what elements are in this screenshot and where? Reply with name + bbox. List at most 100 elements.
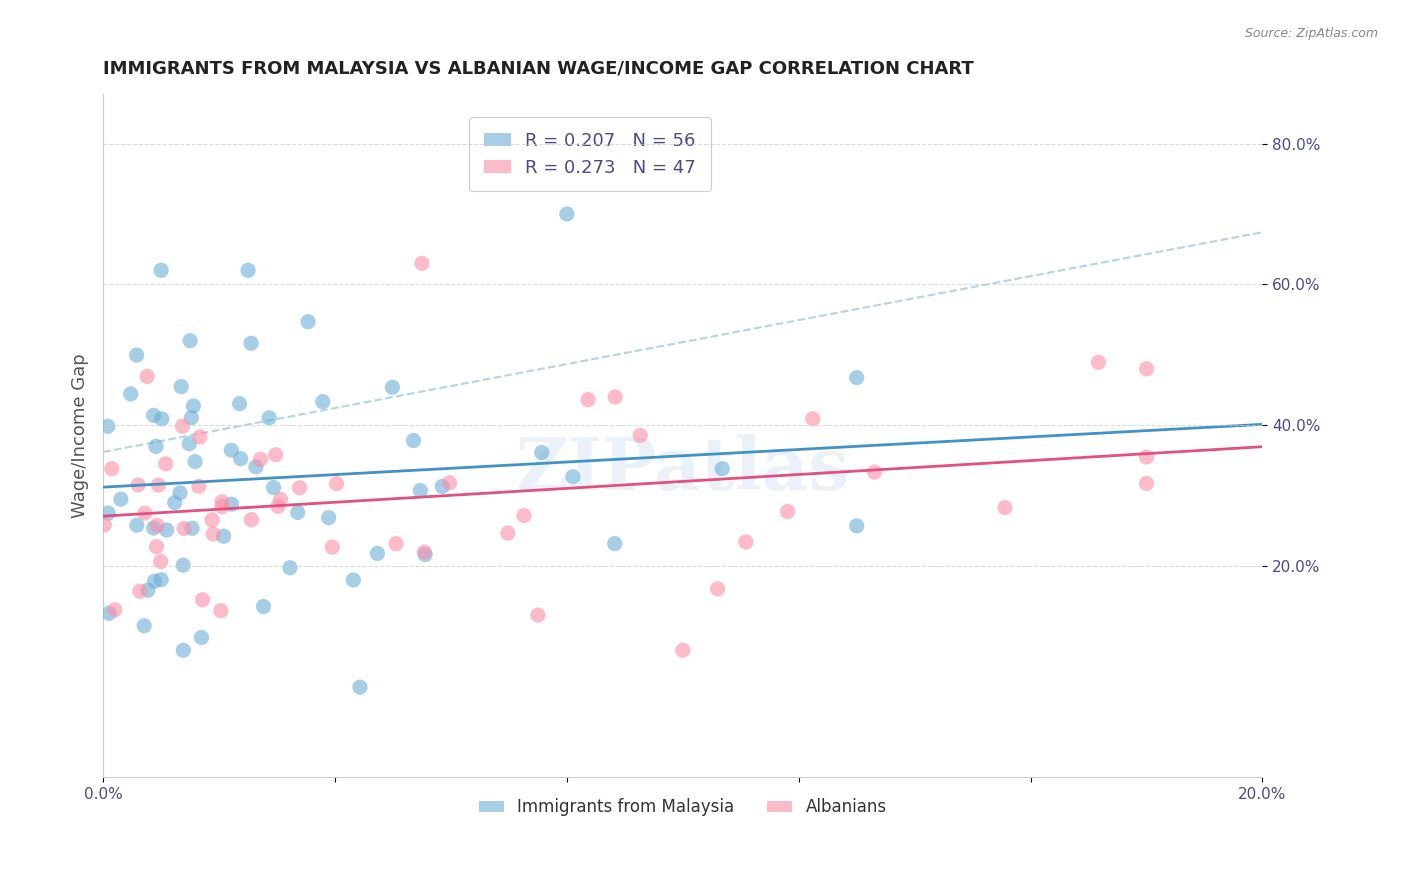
Albanians: [321, 540, 343, 554]
Immigrants from Malaysia: [179, 437, 201, 451]
Immigrants from Malaysia: [381, 380, 404, 394]
Albanians: [134, 506, 156, 520]
Albanians: [496, 526, 519, 541]
Immigrants from Malaysia: [150, 263, 173, 277]
Immigrants from Malaysia: [530, 445, 553, 459]
Immigrants from Malaysia: [229, 451, 252, 466]
Albanians: [1087, 355, 1109, 369]
Albanians: [100, 461, 122, 475]
Immigrants from Malaysia: [156, 523, 179, 537]
Albanians: [576, 392, 599, 407]
Immigrants from Malaysia: [150, 412, 173, 426]
Immigrants from Malaysia: [97, 506, 120, 520]
Immigrants from Malaysia: [212, 529, 235, 543]
Immigrants from Malaysia: [150, 573, 173, 587]
Immigrants from Malaysia: [312, 394, 335, 409]
Albanians: [188, 430, 211, 444]
Immigrants from Malaysia: [163, 495, 186, 509]
Immigrants from Malaysia: [125, 348, 148, 362]
Immigrants from Malaysia: [342, 573, 364, 587]
Albanians: [267, 500, 290, 514]
Albanians: [1135, 361, 1157, 376]
Immigrants from Malaysia: [170, 379, 193, 393]
Immigrants from Malaysia: [603, 536, 626, 550]
Immigrants from Malaysia: [142, 409, 165, 423]
Immigrants from Malaysia: [172, 558, 194, 573]
Y-axis label: Wage/Income Gap: Wage/Income Gap: [72, 353, 89, 518]
Immigrants from Malaysia: [366, 546, 388, 560]
Immigrants from Malaysia: [221, 497, 243, 511]
Albanians: [863, 465, 886, 479]
Albanians: [264, 448, 287, 462]
Immigrants from Malaysia: [555, 207, 578, 221]
Immigrants from Malaysia: [561, 470, 583, 484]
Albanians: [191, 592, 214, 607]
Immigrants from Malaysia: [134, 619, 156, 633]
Immigrants from Malaysia: [228, 397, 250, 411]
Albanians: [136, 369, 159, 384]
Immigrants from Malaysia: [297, 315, 319, 329]
Immigrants from Malaysia: [145, 439, 167, 453]
Albanians: [128, 584, 150, 599]
Albanians: [385, 537, 408, 551]
Immigrants from Malaysia: [169, 486, 191, 500]
Albanians: [211, 495, 233, 509]
Albanians: [801, 411, 824, 425]
Immigrants from Malaysia: [263, 481, 285, 495]
Albanians: [187, 479, 209, 493]
Albanians: [672, 643, 695, 657]
Albanians: [270, 492, 292, 507]
Albanians: [202, 527, 225, 541]
Albanians: [149, 555, 172, 569]
Albanians: [325, 476, 347, 491]
Albanians: [439, 475, 461, 490]
Albanians: [527, 608, 550, 623]
Immigrants from Malaysia: [278, 560, 301, 574]
Immigrants from Malaysia: [845, 370, 868, 384]
Albanians: [127, 478, 149, 492]
Albanians: [288, 481, 311, 495]
Immigrants from Malaysia: [183, 399, 205, 413]
Immigrants from Malaysia: [432, 479, 454, 493]
Albanians: [211, 500, 233, 514]
Albanians: [513, 508, 536, 523]
Albanians: [148, 478, 170, 492]
Albanians: [1135, 476, 1157, 491]
Immigrants from Malaysia: [181, 521, 204, 535]
Immigrants from Malaysia: [845, 518, 868, 533]
Immigrants from Malaysia: [125, 518, 148, 533]
Albanians: [413, 545, 436, 559]
Immigrants from Malaysia: [184, 455, 207, 469]
Immigrants from Malaysia: [143, 574, 166, 589]
Immigrants from Malaysia: [172, 643, 194, 657]
Immigrants from Malaysia: [402, 434, 425, 448]
Immigrants from Malaysia: [711, 461, 734, 475]
Albanians: [172, 419, 194, 434]
Immigrants from Malaysia: [221, 443, 243, 458]
Albanians: [776, 504, 799, 518]
Text: Source: ZipAtlas.com: Source: ZipAtlas.com: [1244, 27, 1378, 40]
Immigrants from Malaysia: [142, 521, 165, 535]
Legend: Immigrants from Malaysia, Albanians: Immigrants from Malaysia, Albanians: [472, 792, 894, 823]
Immigrants from Malaysia: [349, 680, 371, 694]
Albanians: [605, 390, 627, 404]
Albanians: [706, 582, 728, 596]
Albanians: [209, 604, 232, 618]
Text: ZIPatlas: ZIPatlas: [516, 434, 849, 505]
Albanians: [240, 513, 263, 527]
Immigrants from Malaysia: [97, 419, 120, 434]
Albanians: [1135, 450, 1157, 464]
Immigrants from Malaysia: [252, 599, 274, 614]
Immigrants from Malaysia: [240, 336, 263, 351]
Immigrants from Malaysia: [110, 492, 132, 507]
Albanians: [145, 540, 167, 554]
Albanians: [201, 513, 224, 527]
Albanians: [249, 452, 271, 467]
Immigrants from Malaysia: [287, 506, 309, 520]
Albanians: [173, 522, 195, 536]
Albanians: [146, 518, 169, 533]
Albanians: [155, 457, 177, 471]
Immigrants from Malaysia: [409, 483, 432, 498]
Immigrants from Malaysia: [236, 263, 259, 277]
Immigrants from Malaysia: [136, 583, 159, 598]
